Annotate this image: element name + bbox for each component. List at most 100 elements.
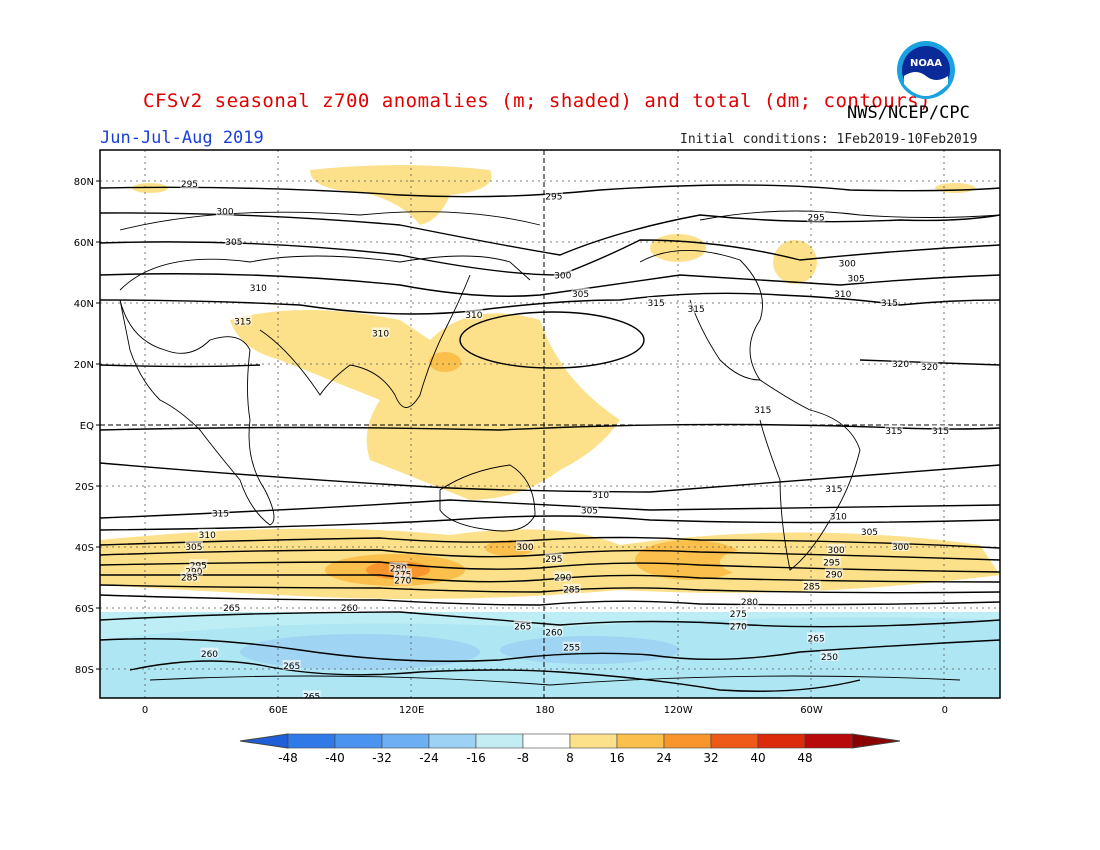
contour-label-bg — [591, 489, 610, 500]
contour-label: 310 — [199, 531, 216, 541]
lat-tick-label: 40S — [75, 543, 94, 554]
contour-label-bg — [198, 528, 217, 539]
lon-tick-label: 120E — [399, 705, 424, 716]
contour-label-bg — [553, 571, 572, 582]
contour-label-bg — [891, 358, 910, 368]
contour-label-bg — [249, 281, 268, 292]
contour-label-bg — [389, 562, 408, 573]
contour-label-bg — [740, 595, 759, 606]
contour-label-bg — [880, 297, 899, 307]
contour-label: 260 — [341, 604, 358, 614]
colorbar-swatch — [522, 733, 571, 749]
contour-label-bg — [513, 620, 532, 631]
longitude-axis: 0 60E 120E 180 120W 60W 0 — [142, 705, 948, 716]
contour-label: 265 — [283, 662, 300, 672]
colorbar-swatch — [475, 733, 524, 749]
contour-label: 305 — [185, 543, 202, 553]
contour-label: 265 — [808, 635, 825, 645]
contour-label-bg — [847, 272, 866, 283]
lon-tick-label: 60W — [800, 705, 823, 716]
contour-label: 295 — [808, 214, 825, 224]
contour-label-bg — [180, 571, 199, 582]
contour-label-bg — [224, 236, 243, 246]
contour-label-bg — [820, 650, 839, 661]
colorbar-swatch — [381, 733, 430, 749]
contour-label-bg — [891, 541, 910, 551]
contour-label: 315 — [648, 299, 665, 309]
contour-label-bg — [184, 541, 203, 551]
contour-label-bg — [464, 309, 483, 320]
colorbar-swatch — [710, 733, 759, 749]
contour-label-bg — [807, 211, 826, 222]
map-title: CFSv2 seasonal z700 anomalies (m; shaded… — [143, 90, 931, 112]
logo-text: NOAA — [910, 58, 942, 69]
contour-label: 290 — [554, 574, 571, 584]
lon-tick-label: 0 — [142, 705, 148, 716]
lon-tick-label: 0 — [942, 705, 948, 716]
contour-label-bg — [211, 507, 230, 518]
contour-label-bg — [920, 361, 939, 372]
contour-label: 250 — [821, 653, 838, 663]
contour-label: 305 — [572, 290, 589, 300]
contour-label: 300 — [216, 208, 233, 218]
contour-label-bg — [824, 568, 843, 579]
contour-label: 310 — [465, 311, 482, 321]
contour-label: 315 — [234, 317, 251, 327]
contour-label: 295 — [545, 192, 562, 202]
contour-label-bg — [687, 303, 706, 314]
colorbar-tick-label: 32 — [703, 751, 718, 765]
colorbar-tick-label: -32 — [372, 751, 392, 765]
lat-tick-label: 80S — [75, 665, 94, 676]
contour-label: 300 — [516, 543, 533, 553]
contour-label: 315 — [932, 427, 949, 437]
contour-label-bg — [822, 556, 841, 567]
contour-label: 275 — [730, 610, 747, 620]
contour-label: 270 — [730, 622, 747, 632]
contour-label: 305 — [861, 528, 878, 538]
colorbar-tick-label: -24 — [419, 751, 439, 765]
contour-label: 305 — [581, 506, 598, 516]
lat-tick-label: 40N — [74, 299, 94, 310]
contour-label: 265 — [514, 622, 531, 632]
lat-tick-label: EQ — [80, 421, 94, 432]
contour-label-bg — [516, 541, 534, 551]
colorbar-high-arrow — [851, 733, 901, 749]
colorbar-swatch — [804, 733, 853, 749]
contour-label-bg — [544, 553, 563, 564]
colorbar-swatch — [334, 733, 383, 749]
contour-label-bg — [544, 190, 563, 201]
contour-label: 320 — [921, 363, 938, 373]
contour-label: 255 — [563, 644, 580, 654]
lat-tick-label: 60S — [75, 604, 94, 615]
contour-label: 315 — [885, 427, 902, 437]
colorbar-tick-label: 8 — [566, 751, 574, 765]
contour-label-bg — [562, 583, 581, 594]
contour-label: 315 — [688, 305, 705, 315]
lat-tick-label: 20S — [75, 482, 94, 493]
contour-label-bg — [282, 659, 301, 670]
map-frame — [99, 149, 1001, 699]
contour-label-bg — [180, 178, 199, 189]
initial-conditions-label: Initial conditions: 1Feb2019-10Feb2019 — [680, 132, 978, 147]
forecast-period: Jun-Jul-Aug 2019 — [100, 128, 264, 148]
colorbar-low-arrow — [239, 733, 289, 749]
contour-label: 285 — [563, 586, 580, 596]
contour-label-bg — [827, 544, 846, 555]
contour-label-bg — [824, 483, 843, 494]
contour-label-bg — [184, 565, 203, 576]
contour-label: 310 — [372, 330, 389, 340]
contour-label-bg — [340, 602, 359, 612]
colorbar-swatch — [663, 733, 712, 749]
contour-label-bg — [562, 641, 581, 652]
coastlines — [119, 210, 1000, 686]
contour-label: 295 — [181, 180, 198, 190]
contour-label-bg — [729, 608, 748, 619]
contour-label: 280 — [741, 598, 758, 608]
contour-label: 310 — [250, 284, 267, 294]
contour-label: 260 — [545, 628, 562, 638]
contour-label-bg — [931, 425, 950, 436]
colorbar-tick-label: -40 — [325, 751, 345, 765]
colorbar-swatch — [287, 733, 336, 749]
contour-label-bg — [393, 568, 412, 579]
contour-label: 315 — [881, 299, 898, 309]
